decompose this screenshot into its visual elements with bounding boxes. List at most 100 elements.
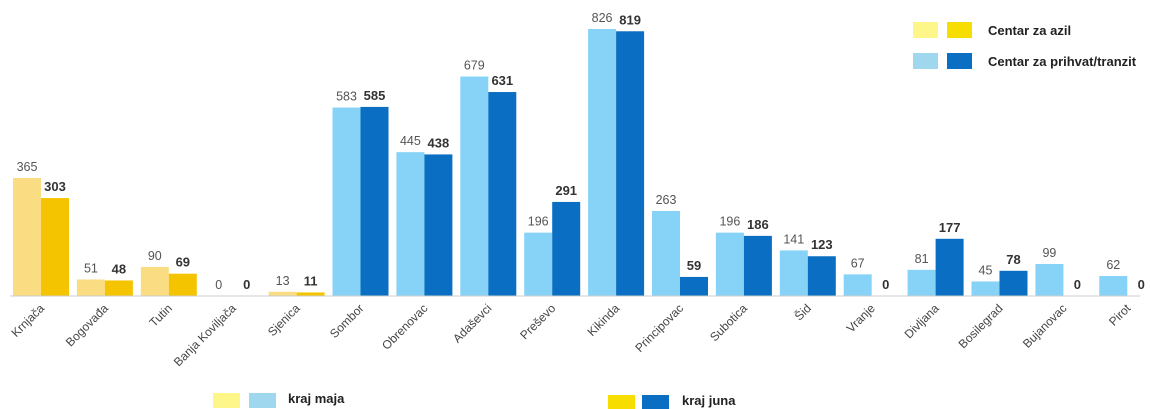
- legend-swatch-maj-tranzit: [249, 393, 276, 408]
- bar-maj-sjenica: [268, 291, 297, 296]
- category-label-obrenovac: Obrenovac: [379, 301, 430, 352]
- bar-jun-divljana: [935, 238, 964, 296]
- legend-swatch-jun-azil: [608, 395, 635, 409]
- legend-swatch-azil-jun: [947, 22, 972, 38]
- value-label-jun-bogovađa: 48: [112, 261, 126, 276]
- bar-jun-sjenica: [296, 292, 325, 296]
- value-label-jun-tutin: 69: [176, 255, 190, 270]
- value-label-jun-obrenovac: 438: [428, 135, 450, 150]
- value-label-jun-divljana: 177: [939, 220, 961, 235]
- bar-maj-divljana: [907, 269, 936, 296]
- value-label-jun-subotica: 186: [747, 217, 769, 232]
- bar-maj-šid: [779, 250, 808, 296]
- value-label-maj-sjenica: 13: [276, 274, 290, 288]
- category-label-banja-koviljača: Banja Koviljača: [171, 301, 239, 369]
- bar-maj-sombor: [332, 107, 361, 296]
- value-label-jun-krnjača: 303: [44, 179, 66, 194]
- bar-jun-bogovađa: [104, 280, 133, 296]
- value-label-maj-subotica: 196: [719, 215, 740, 229]
- legend-swatch-tranzit-jun: [947, 53, 972, 69]
- value-label-maj-principovac: 263: [656, 193, 677, 207]
- value-label-maj-krnjača: 365: [17, 160, 38, 174]
- legend-label-tranzit: Centar za prihvat/tranzit: [988, 54, 1137, 69]
- value-label-jun-sjenica: 11: [304, 273, 318, 288]
- bar-maj-vranje: [843, 274, 872, 296]
- bar-jun-tutin: [168, 273, 197, 296]
- category-label-pirot: Pirot: [1106, 301, 1134, 329]
- category-label-bogovađa: Bogovađa: [63, 301, 111, 349]
- legend-label-azil: Centar za azil: [988, 23, 1071, 38]
- bar-jun-bosilegrad: [999, 270, 1028, 296]
- value-label-maj-tutin: 90: [148, 249, 162, 263]
- bar-jun-sombor: [360, 106, 389, 296]
- bar-jun-krnjača: [41, 198, 69, 296]
- bar-jun-preševo: [552, 201, 581, 296]
- bar-jun-šid: [807, 256, 836, 296]
- category-label-bosilegrad: Bosilegrad: [956, 301, 1006, 351]
- category-label-sombor: Sombor: [327, 301, 367, 341]
- bar-maj-obrenovac: [396, 152, 425, 296]
- category-label-vranje: Vranje: [844, 301, 878, 335]
- bar-maj-tutin: [140, 266, 169, 296]
- value-label-maj-divljana: 81: [915, 252, 929, 266]
- legend-swatch-maj-azil: [213, 393, 240, 408]
- legend-swatch-jun-tranzit: [642, 395, 669, 409]
- value-label-maj-šid: 141: [783, 232, 804, 246]
- value-label-maj-banja-koviljača: 0: [215, 278, 222, 292]
- bar-maj-krnjača: [13, 178, 41, 296]
- value-label-jun-pirot: 0: [1138, 277, 1145, 292]
- bar-maj-bosilegrad: [971, 281, 1000, 296]
- bars-group: [13, 29, 1128, 296]
- value-label-maj-pirot: 62: [1106, 258, 1120, 272]
- category-label-krnjača: Krnjača: [8, 301, 47, 340]
- bar-maj-preševo: [524, 232, 553, 296]
- value-label-jun-sombor: 585: [364, 88, 386, 103]
- value-label-jun-principovac: 59: [687, 258, 701, 273]
- value-label-maj-bujanovac: 99: [1042, 246, 1056, 260]
- category-label-sjenica: Sjenica: [265, 301, 303, 339]
- category-label-divljana: Divljana: [902, 301, 942, 341]
- value-label-maj-bogovađa: 51: [84, 262, 98, 276]
- bar-maj-bogovađa: [76, 279, 105, 296]
- value-label-jun-bosilegrad: 78: [1006, 252, 1020, 267]
- legend-swatch-azil-maj: [913, 22, 938, 38]
- bar-jun-kikinda: [616, 31, 645, 296]
- legend-center-types: Centar za azil Centar za prihvat/tranzit: [913, 22, 1137, 69]
- value-label-maj-sombor: 583: [336, 90, 357, 104]
- value-label-jun-banja-koviljača: 0: [243, 277, 250, 292]
- value-label-jun-bujanovac: 0: [1074, 277, 1081, 292]
- legend-swatch-tranzit-maj: [913, 53, 938, 69]
- value-label-jun-šid: 123: [811, 237, 833, 252]
- legend-label-kraj-juna: kraj juna: [682, 393, 736, 408]
- value-label-maj-vranje: 67: [851, 256, 865, 270]
- value-label-jun-adaševci: 631: [491, 73, 513, 88]
- bar-jun-principovac: [680, 276, 708, 296]
- category-label-subotica: Subotica: [707, 301, 750, 344]
- value-labels-group: 365 303 51 48 90 69 0 0 13 11 583 585 445 438 679 631 19…: [17, 11, 1145, 292]
- bar-maj-subotica: [715, 232, 744, 296]
- value-label-maj-adaševci: 679: [464, 59, 485, 73]
- category-label-šid: Šid: [791, 301, 814, 324]
- category-label-principovac: Principovac: [632, 301, 686, 355]
- value-label-jun-vranje: 0: [882, 277, 889, 292]
- bar-jun-adaševci: [488, 92, 517, 296]
- bar-maj-pirot: [1099, 275, 1128, 296]
- bar-jun-obrenovac: [424, 154, 453, 296]
- bar-maj-kikinda: [588, 29, 617, 296]
- bar-jun-subotica: [743, 235, 772, 296]
- category-label-kikinda: Kikinda: [584, 301, 622, 339]
- category-label-preševo: Preševo: [517, 301, 558, 342]
- category-label-tutin: Tutin: [146, 301, 174, 329]
- value-label-jun-kikinda: 819: [619, 12, 641, 27]
- value-label-maj-preševo: 196: [528, 215, 549, 229]
- category-label-adaševci: Adaševci: [450, 301, 494, 345]
- value-label-maj-bosilegrad: 45: [979, 263, 993, 277]
- bar-maj-adaševci: [460, 76, 489, 296]
- category-label-bujanovac: Bujanovac: [1020, 301, 1070, 351]
- legend-label-kraj-maja: kraj maja: [288, 391, 345, 406]
- bar-maj-principovac: [652, 210, 680, 296]
- value-label-jun-preševo: 291: [555, 183, 577, 198]
- bar-maj-bujanovac: [1035, 263, 1064, 296]
